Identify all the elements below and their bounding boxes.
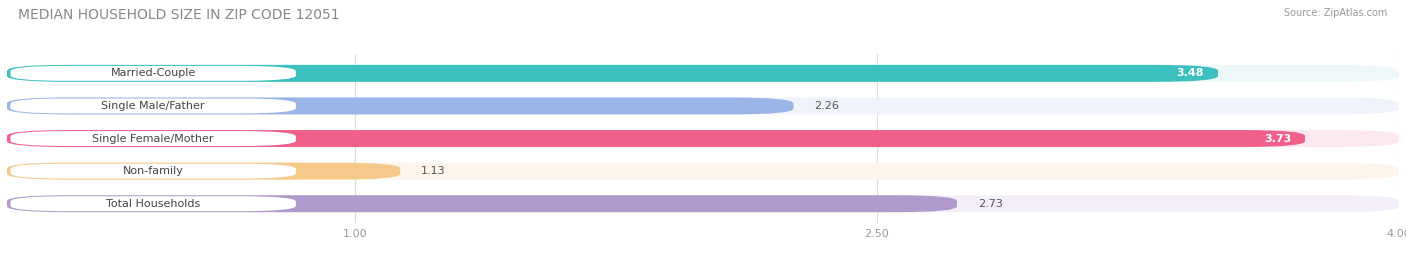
- Text: Total Households: Total Households: [105, 199, 200, 209]
- Text: Source: ZipAtlas.com: Source: ZipAtlas.com: [1284, 8, 1388, 18]
- FancyBboxPatch shape: [7, 195, 957, 212]
- Text: Single Female/Mother: Single Female/Mother: [93, 133, 214, 144]
- FancyBboxPatch shape: [7, 130, 1399, 147]
- FancyBboxPatch shape: [7, 163, 1399, 180]
- Text: Single Male/Father: Single Male/Father: [101, 101, 205, 111]
- FancyBboxPatch shape: [10, 164, 295, 179]
- Text: 1.13: 1.13: [422, 166, 446, 176]
- Text: 3.73: 3.73: [1264, 133, 1291, 144]
- FancyBboxPatch shape: [7, 163, 401, 180]
- FancyBboxPatch shape: [7, 195, 1399, 212]
- Text: 2.73: 2.73: [979, 199, 1002, 209]
- Text: MEDIAN HOUSEHOLD SIZE IN ZIP CODE 12051: MEDIAN HOUSEHOLD SIZE IN ZIP CODE 12051: [18, 8, 340, 22]
- FancyBboxPatch shape: [7, 65, 1399, 82]
- FancyBboxPatch shape: [10, 196, 295, 211]
- Text: 2.26: 2.26: [814, 101, 839, 111]
- Text: Married-Couple: Married-Couple: [111, 68, 195, 78]
- FancyBboxPatch shape: [7, 97, 1399, 114]
- FancyBboxPatch shape: [7, 65, 1218, 82]
- Text: Non-family: Non-family: [122, 166, 184, 176]
- FancyBboxPatch shape: [10, 66, 295, 81]
- FancyBboxPatch shape: [10, 98, 295, 114]
- FancyBboxPatch shape: [7, 97, 793, 114]
- FancyBboxPatch shape: [7, 130, 1305, 147]
- FancyBboxPatch shape: [10, 131, 295, 146]
- Text: 3.48: 3.48: [1177, 68, 1204, 78]
